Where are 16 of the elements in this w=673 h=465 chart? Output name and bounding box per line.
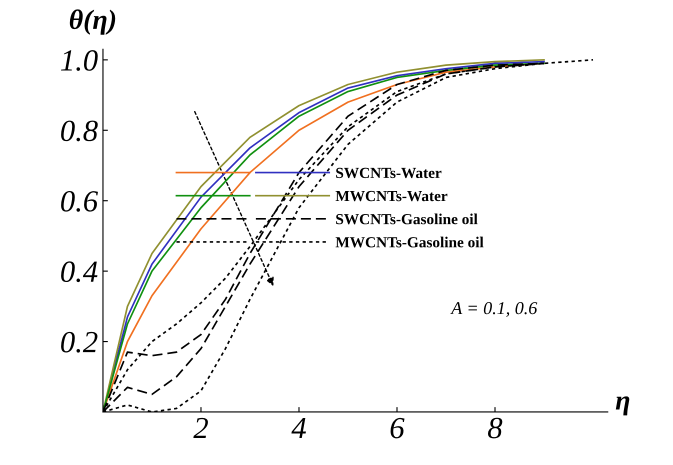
legend-label: SWCNTs-Water bbox=[336, 168, 442, 178]
annotation: A = 0.1, 0.6 bbox=[450, 302, 538, 317]
y-tick-label: 0.6 bbox=[61, 190, 98, 212]
x-axis-title: η bbox=[616, 396, 630, 416]
x-tick-label: 8 bbox=[488, 418, 502, 438]
y-tick-label: 0.4 bbox=[61, 261, 98, 282]
y-tick-label: 0.8 bbox=[61, 120, 98, 142]
x-tick-label: 2 bbox=[193, 418, 208, 438]
y-tick-label: 1.0 bbox=[61, 50, 98, 71]
x-tick-label: 4 bbox=[291, 418, 306, 438]
legend-label: SWCNTs-Gasoline oil bbox=[336, 214, 478, 224]
legend-label: MWCNTs-Water bbox=[336, 190, 448, 202]
legend-label: MWCNTs-Gasoline oil bbox=[336, 236, 484, 248]
x-tick-label: 6 bbox=[390, 418, 404, 438]
y-axis-title: θ(η) bbox=[70, 9, 116, 35]
y-tick-label: 0.2 bbox=[61, 332, 98, 353]
